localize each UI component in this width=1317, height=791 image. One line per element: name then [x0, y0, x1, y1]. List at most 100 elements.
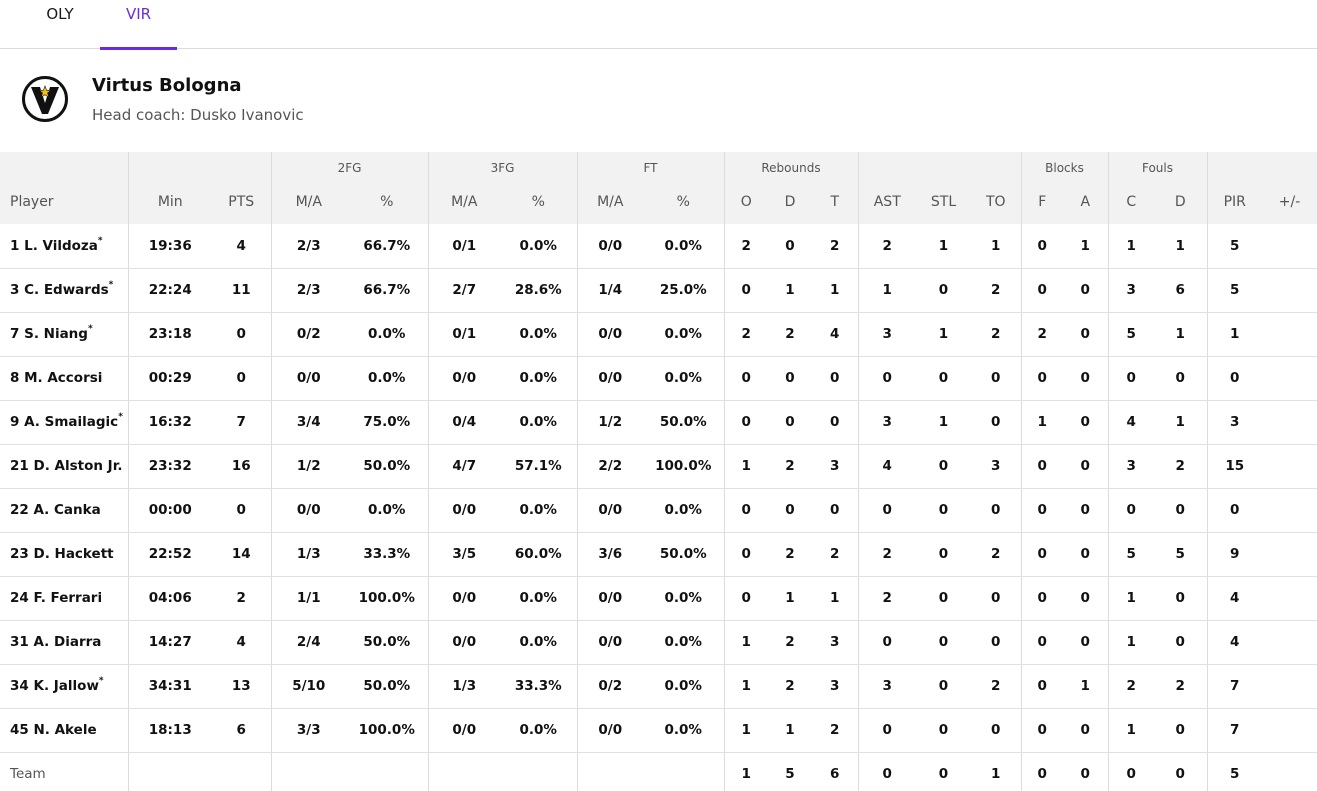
player-name-text: 9 A. Smailagic [10, 414, 119, 430]
stat-to: 3 [971, 444, 1021, 489]
stat-fouls-committed: 3 [1107, 444, 1154, 489]
column-header-blk-favor[interactable]: F [1020, 182, 1063, 224]
player-row: 21 D. Alston Jr. 23:32 16 1/2 50.0% 4/7 57.1% 2… [0, 444, 1317, 489]
stat-pts: 0 [212, 312, 271, 357]
column-header-reb-total[interactable]: T [830, 194, 840, 210]
stat-pir: 5 [1206, 752, 1262, 791]
stat-pts: 4 [212, 620, 271, 665]
stat-fouls-drawn: 0 [1154, 488, 1207, 533]
stat-stl: 1 [916, 312, 971, 357]
column-header-fouls-committed[interactable]: C [1107, 182, 1154, 224]
stat-reb-off: 1 [723, 752, 768, 791]
column-header-pir[interactable]: PIR [1206, 182, 1262, 224]
stat-plus-minus [1262, 356, 1317, 401]
stat-2fg-pct: 0.0% [346, 312, 428, 357]
player-name[interactable]: 7 S. Niang* [0, 312, 128, 357]
player-name[interactable]: 34 K. Jallow* [0, 664, 128, 709]
column-header-2fg-pct[interactable]: % [380, 194, 394, 210]
player-name[interactable]: 22 A. Canka [0, 488, 128, 533]
stat-3fg-made-attempted: 0/0 [427, 356, 500, 401]
stat-fouls-committed: 2 [1107, 664, 1154, 709]
stat-ft-made-attempted: 3/6 [576, 532, 643, 577]
column-header-reb-off[interactable]: O [723, 182, 768, 224]
stat-ft-made-attempted: 1/2 [576, 400, 643, 445]
stat-stl: 0 [916, 752, 971, 791]
stat-min: 00:00 [127, 488, 212, 533]
stat-2fg-pct: 100.0% [346, 708, 428, 753]
stat-blk-against: 1 [1063, 224, 1108, 269]
stat-pir: 0 [1206, 356, 1262, 401]
column-header-ast[interactable]: AST [857, 182, 916, 224]
stat-ast: 0 [857, 356, 916, 401]
stat-reb-off: 2 [723, 312, 768, 357]
stat-fouls-drawn: 2 [1154, 664, 1207, 709]
stat-blk-favor: 0 [1020, 268, 1063, 313]
stat-reb-def: 0 [768, 488, 812, 533]
player-name[interactable]: 8 M. Accorsi [0, 356, 128, 401]
tab-vir[interactable]: VIR [100, 0, 177, 50]
stat-plus-minus [1262, 312, 1317, 357]
player-name[interactable]: 31 A. Diarra [0, 620, 128, 665]
virtus-v-star-logo-icon [22, 76, 68, 122]
column-header-ft-pct[interactable]: % [676, 194, 690, 210]
stat-ft-pct: 0.0% [643, 356, 724, 401]
player-row: 1 L. Vildoza* 19:36 4 2/3 66.7% 0/1 0.0% 0/0 0.0… [0, 224, 1317, 269]
stat-stl: 0 [916, 488, 971, 533]
player-name[interactable]: 1 L. Vildoza* [0, 224, 128, 269]
stat-3fg-made-attempted: 0/1 [427, 312, 500, 357]
stat-ft-pct: 100.0% [643, 444, 724, 489]
stat-reb-def: 2 [768, 444, 812, 489]
stat-reb-off: 0 [723, 576, 768, 621]
stat-reb-off: 1 [723, 664, 768, 709]
player-name[interactable]: 9 A. Smailagic* [0, 400, 128, 445]
column-header-2fg-made-attempted[interactable]: M/A [270, 182, 346, 224]
team-name: Virtus Bologna [92, 75, 242, 96]
stat-pir: 5 [1206, 268, 1262, 313]
stat-plus-minus [1262, 532, 1317, 577]
stat-stl: 0 [916, 708, 971, 753]
player-name[interactable]: 45 N. Akele [0, 708, 128, 753]
stat-ft-made-attempted: 0/0 [576, 312, 643, 357]
player-row: 45 N. Akele 18:13 6 3/3 100.0% 0/0 0.0% 0/0 0.0%… [0, 708, 1317, 753]
header-group-empty [127, 152, 271, 182]
tab-oly[interactable]: OLY [46, 5, 74, 23]
column-header-reb-def[interactable]: D [784, 194, 796, 210]
stat-2fg-made-attempted: 2/3 [270, 224, 346, 269]
player-row: 24 F. Ferrari 04:06 2 1/1 100.0% 0/0 0.0% 0/0 0.… [0, 576, 1317, 621]
stat-fouls-drawn: 2 [1154, 444, 1207, 489]
stat-ft-pct: 50.0% [643, 532, 724, 577]
column-header-player[interactable]: Player [10, 194, 54, 210]
stat-ft-made-attempted [576, 752, 643, 791]
stat-reb-off: 0 [723, 356, 768, 401]
column-header-3fg-pct[interactable]: % [531, 194, 545, 210]
player-name[interactable]: 21 D. Alston Jr. [0, 444, 128, 489]
stat-ft-pct [643, 752, 724, 791]
column-header-3fg-made-attempted[interactable]: M/A [427, 182, 500, 224]
stat-2fg-pct: 50.0% [346, 620, 428, 665]
player-row: 8 M. Accorsi 00:29 0 0/0 0.0% 0/0 0.0% 0/0 0.0% 0… [0, 356, 1317, 401]
header-group-rebounds: Rebounds [723, 152, 858, 182]
stat-reb-off: 0 [723, 400, 768, 445]
column-header-ft-made-attempted[interactable]: M/A [576, 182, 643, 224]
column-header-blk-against[interactable]: A [1080, 194, 1091, 210]
column-header-stl[interactable]: STL [930, 194, 957, 210]
stat-fouls-drawn: 0 [1154, 576, 1207, 621]
stat-2fg-made-attempted: 2/3 [270, 268, 346, 313]
header-group-fouls: Fouls [1107, 152, 1207, 182]
stat-reb-off: 0 [723, 488, 768, 533]
player-name[interactable]: 23 D. Hackett [0, 532, 128, 577]
stat-ast: 0 [857, 620, 916, 665]
stat-reb-total: 0 [812, 488, 858, 533]
stat-stl: 0 [916, 268, 971, 313]
stat-blk-favor: 0 [1020, 708, 1063, 753]
column-header-pts[interactable]: PTS [228, 194, 255, 210]
player-name[interactable]: 24 F. Ferrari [0, 576, 128, 621]
column-header-plus-minus[interactable]: +/- [1278, 194, 1301, 210]
player-name[interactable]: 3 C. Edwards* [0, 268, 128, 313]
stat-pir: 3 [1206, 400, 1262, 445]
stat-3fg-pct: 0.0% [500, 708, 577, 753]
stat-ft-pct: 0.0% [643, 620, 724, 665]
column-header-min[interactable]: Min [127, 182, 212, 224]
column-header-to[interactable]: TO [985, 194, 1006, 210]
column-header-fouls-drawn[interactable]: D [1174, 194, 1186, 210]
